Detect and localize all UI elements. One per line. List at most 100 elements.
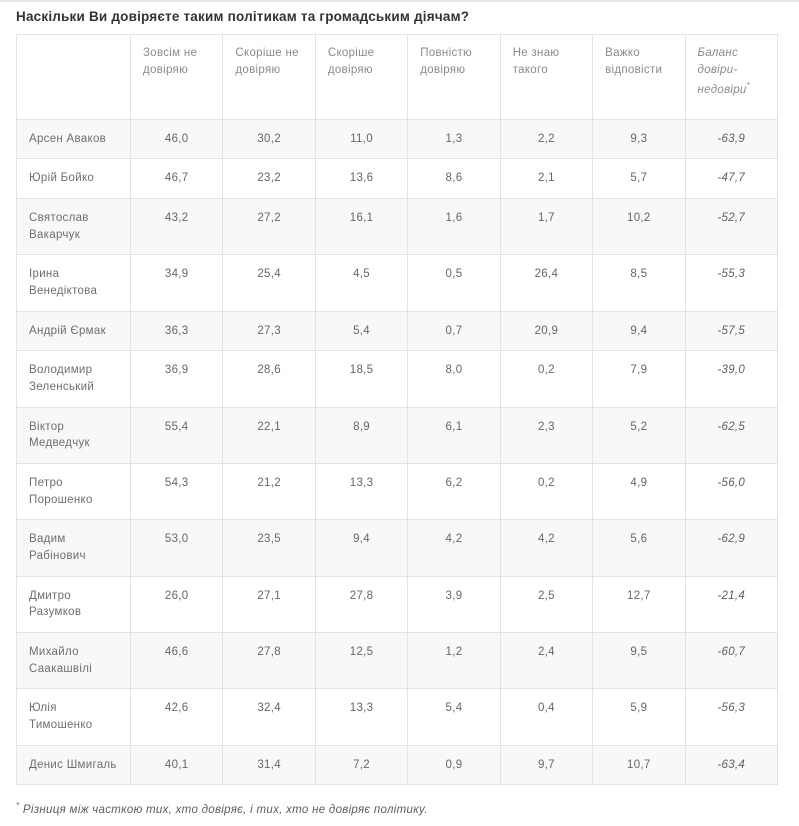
balance-cell: -21,4 (684, 575, 779, 634)
footnote-marker: * (16, 801, 20, 811)
value-cell: 27,8 (222, 631, 316, 690)
value-cell: 6,1 (407, 406, 501, 464)
value-cell: 55,4 (129, 406, 224, 464)
value-cell: 27,2 (222, 197, 316, 256)
balance-cell: -57,5 (684, 310, 779, 352)
table-row: Ірина Венедіктова 34,9 25,4 4,5 0,5 26,4 8,5 -5… (16, 254, 779, 312)
value-cell: 54,3 (129, 462, 224, 521)
value-cell: 9,5 (592, 631, 686, 690)
value-cell: 5,7 (592, 158, 686, 199)
value-cell: 46,0 (129, 118, 224, 160)
value-cell: 25,4 (222, 254, 316, 312)
value-cell: 18,5 (314, 350, 409, 408)
table-row: Денис Шмигаль 40,1 31,4 7,2 0,9 9,7 10,7 -63,4 (16, 744, 779, 786)
value-cell: 31,4 (222, 744, 316, 786)
value-cell: 16,1 (314, 197, 409, 256)
value-cell: 5,9 (592, 688, 686, 746)
value-cell: 23,2 (222, 158, 316, 199)
politician-name-cell: Юрій Бойко (16, 158, 131, 199)
corner-cell (16, 34, 131, 120)
balance-cell: -47,7 (684, 158, 779, 199)
value-cell: 42,6 (129, 688, 224, 746)
politician-name-cell: Ірина Венедіктова (16, 254, 131, 312)
column-header: Не знаю такого (499, 34, 594, 120)
value-cell: 5,2 (592, 406, 686, 464)
politician-name-cell: Вадим Рабінович (16, 519, 131, 577)
value-cell: 7,2 (314, 744, 409, 786)
footnote-text: Різниця між часткою тих, хто довіряє, і … (22, 804, 428, 817)
table-row: Михайло Саакашвілі 46,6 27,8 12,5 1,2 2,4 9,5-… (16, 631, 779, 690)
balance-cell: -62,5 (684, 406, 779, 464)
balance-cell: -60,7 (684, 631, 779, 690)
value-cell: 28,6 (222, 350, 316, 408)
table-row: Святослав Вакарчук 43,2 27,2 16,1 1,6 1,7 10,2… (16, 197, 779, 256)
politician-name-cell: Володимир Зеленський (16, 350, 131, 408)
value-cell: 1,2 (407, 631, 501, 690)
table-row: Юрій Бойко 46,7 23,2 13,6 8,6 2,1 5,7 -47,7 (16, 158, 779, 199)
value-cell: 13,3 (314, 462, 409, 521)
value-cell: 11,0 (314, 118, 409, 160)
value-cell: 21,2 (222, 462, 316, 521)
value-cell: 26,0 (129, 575, 224, 634)
politician-name-cell: Андрій Єрмак (16, 310, 131, 352)
column-header: Повністю довіряю (407, 34, 501, 120)
politician-name-cell: Денис Шмигаль (16, 744, 131, 786)
value-cell: 8,6 (407, 158, 501, 199)
value-cell: 3,9 (407, 575, 501, 634)
balance-cell: -55,3 (684, 254, 779, 312)
politician-name-cell: Арсен Аваков (16, 118, 131, 160)
value-cell: 22,1 (222, 406, 316, 464)
politician-name-cell: Дмитро Разумков (16, 575, 131, 634)
value-cell: 10,7 (592, 744, 686, 786)
value-cell: 4,5 (314, 254, 409, 312)
value-cell: 4,9 (592, 462, 686, 521)
value-cell: 2,3 (499, 406, 594, 464)
page-title: Наскільки Ви довіряєте таким політикам т… (16, 9, 470, 24)
value-cell: 8,5 (592, 254, 686, 312)
politician-name-cell: Петро Порошенко (16, 462, 131, 521)
value-cell: 6,2 (407, 462, 501, 521)
value-cell: 7,9 (592, 350, 686, 408)
balance-cell: -56,3 (684, 688, 779, 746)
value-cell: 53,0 (129, 519, 224, 577)
value-cell: 2,1 (499, 158, 594, 199)
value-cell: 46,6 (129, 631, 224, 690)
table-row: Вадим Рабінович 53,0 23,5 9,4 4,2 4,2 5,6 -62,9 (16, 519, 779, 577)
trust-results-table: Зовсім не довіряю Скоріше не довіряю Скорі… (16, 34, 779, 786)
value-cell: 0,5 (407, 254, 501, 312)
value-cell: 36,9 (129, 350, 224, 408)
table-header-row: Зовсім не довіряю Скоріше не довіряю Скорі… (16, 34, 779, 120)
column-header: Баланс довіри-недовіри* (684, 34, 779, 120)
value-cell: 5,4 (314, 310, 409, 352)
value-cell: 8,0 (407, 350, 501, 408)
value-cell: 5,6 (592, 519, 686, 577)
value-cell: 0,9 (407, 744, 501, 786)
politician-name-cell: Святослав Вакарчук (16, 197, 131, 256)
table-row: Петро Порошенко 54,3 21,2 13,3 6,2 0,2 4,9 -56,… (16, 462, 779, 521)
table-row: Арсен Аваков 46,0 30,2 11,0 1,3 2,2 9,3 -63,9 (16, 118, 779, 160)
value-cell: 27,3 (222, 310, 316, 352)
value-cell: 34,9 (129, 254, 224, 312)
value-cell: 36,3 (129, 310, 224, 352)
balance-cell: -52,7 (684, 197, 779, 256)
value-cell: 9,4 (592, 310, 686, 352)
value-cell: 1,3 (407, 118, 501, 160)
column-header: Скоріше не довіряю (222, 34, 316, 120)
balance-cell: -63,9 (684, 118, 779, 160)
value-cell: 13,3 (314, 688, 409, 746)
balance-cell: -39,0 (684, 350, 779, 408)
value-cell: 5,4 (407, 688, 501, 746)
value-cell: 0,2 (499, 462, 594, 521)
column-header: Скоріше довіряю (314, 34, 409, 120)
value-cell: 10,2 (592, 197, 686, 256)
value-cell: 0,7 (407, 310, 501, 352)
politician-name-cell: Михайло Саакашвілі (16, 631, 131, 690)
value-cell: 2,5 (499, 575, 594, 634)
table-row: Дмитро Разумков 26,0 27,1 27,8 3,9 2,5 12,7 -21… (16, 575, 779, 634)
politician-name-cell: Віктор Медведчук (16, 406, 131, 464)
value-cell: 23,5 (222, 519, 316, 577)
table-header: Зовсім не довіряю Скоріше не довіряю Скорі… (16, 34, 779, 120)
value-cell: 40,1 (129, 744, 224, 786)
value-cell: 4,2 (407, 519, 501, 577)
value-cell: 1,7 (499, 197, 594, 256)
